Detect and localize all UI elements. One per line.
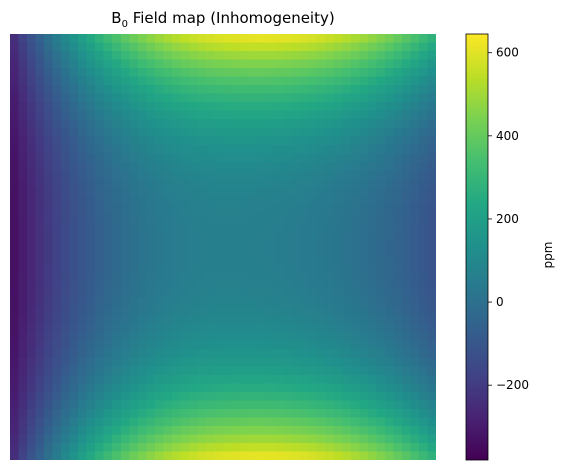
- colorbar-tick-label: −200: [496, 378, 529, 392]
- colorbar-tick-label: 0: [496, 295, 504, 309]
- colorbar-scale: [465, 33, 489, 461]
- colorbar-ticks: 600 400 200 0 −200: [488, 46, 529, 392]
- colorbar-label: ppm: [541, 242, 555, 269]
- colorbar-tick-label: 600: [496, 46, 519, 60]
- field-map-heatmap: [10, 34, 436, 460]
- chart-title: B0 Field map (Inhomogeneity): [111, 9, 335, 30]
- heatmap-canvas: [10, 34, 436, 460]
- colorbar-tick-label: 200: [496, 212, 519, 226]
- colorbar-tick-label: 400: [496, 129, 519, 143]
